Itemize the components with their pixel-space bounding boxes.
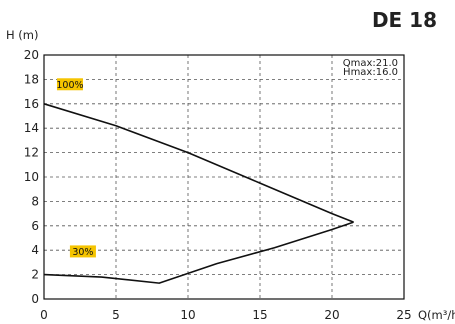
y-tick-label: 4: [31, 243, 39, 257]
annotation-text: Hmax:16.0: [343, 67, 398, 78]
y-tick-label: 12: [24, 146, 39, 160]
y-tick-label: 0: [31, 292, 39, 306]
series-label-bg: [56, 78, 83, 91]
x-tick-label: 0: [40, 308, 48, 322]
y-tick-label: 10: [24, 170, 39, 184]
series-line: [43, 221, 354, 284]
x-tick-label: 10: [180, 308, 195, 322]
series-line: [43, 103, 354, 223]
x-tick-label: 25: [396, 308, 411, 322]
y-tick-label: 14: [24, 121, 39, 135]
y-tick-label: 6: [31, 219, 39, 233]
y-tick-label: 8: [31, 194, 39, 208]
x-axis-label: Q(m³/h): [418, 308, 455, 322]
x-tick-label: 5: [112, 308, 120, 322]
model-title: DE 18: [371, 8, 437, 32]
y-axis-label: H (m): [6, 28, 38, 42]
plot-frame: [43, 54, 405, 300]
y-tick-label: 2: [31, 268, 39, 282]
series-label-bg: [69, 245, 96, 258]
series-label: 30%: [72, 247, 93, 258]
y-tick-label: 20: [24, 48, 39, 62]
x-tick-label: 15: [252, 308, 267, 322]
series-label: 100%: [56, 80, 83, 91]
x-tick-label: 20: [324, 308, 339, 322]
y-tick-label: 16: [24, 97, 39, 111]
annotation-text: Qmax:21.0: [343, 58, 398, 69]
y-tick-label: 18: [24, 72, 39, 86]
